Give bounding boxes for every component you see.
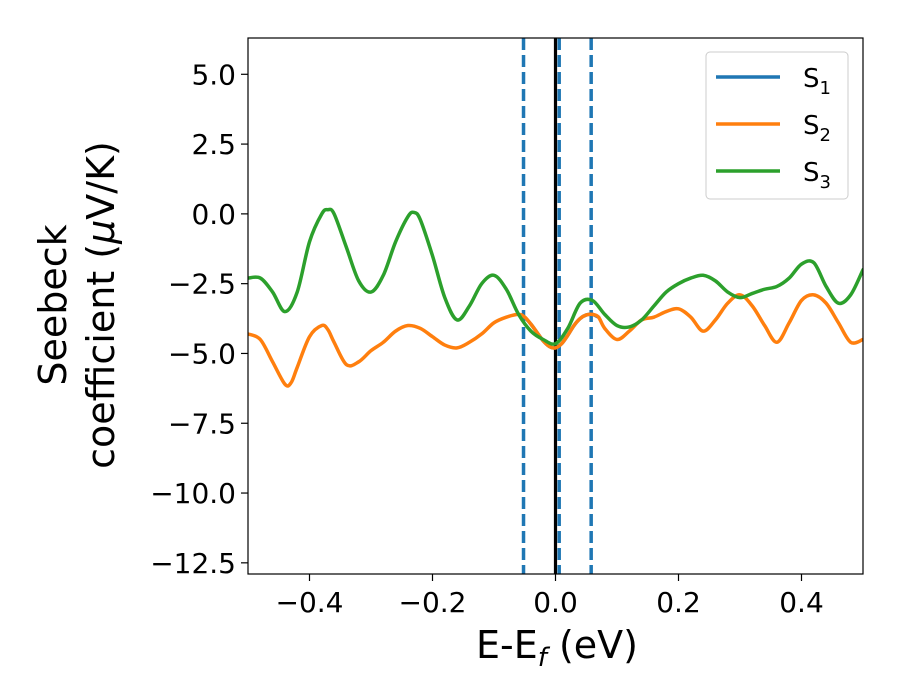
series-line-s2 <box>248 292 863 388</box>
x-tick-label: 0.4 <box>779 586 824 619</box>
y-tick-label: 0.0 <box>191 198 236 231</box>
y-tick-label: −12.5 <box>150 547 236 580</box>
legend: S1 S2 S3 <box>705 51 849 200</box>
y-tick-label: −10.0 <box>150 477 236 510</box>
legend-label-s2: S2 <box>803 111 831 146</box>
x-tick-label: −0.2 <box>399 586 467 619</box>
x-axis-label: E-Ef (eV) <box>476 623 638 673</box>
y-tick-label: −7.5 <box>168 407 236 440</box>
y-axis-label-line2: coefficient (μV/K) <box>79 141 123 469</box>
y-tick-label: 5.0 <box>191 58 236 91</box>
series-line-s3 <box>248 207 863 346</box>
y-tick-label: −5.0 <box>168 337 236 370</box>
legend-label-s3: S3 <box>803 158 831 193</box>
y-tick-label: 2.5 <box>191 128 236 161</box>
x-tick-label: 0.0 <box>533 586 578 619</box>
y-tick-label: −2.5 <box>168 268 236 301</box>
y-axis-label-line1: Seebeck <box>31 224 75 385</box>
x-tick-label: 0.2 <box>656 586 701 619</box>
x-tick-label: −0.4 <box>276 586 344 619</box>
legend-label-s1: S1 <box>803 64 831 99</box>
